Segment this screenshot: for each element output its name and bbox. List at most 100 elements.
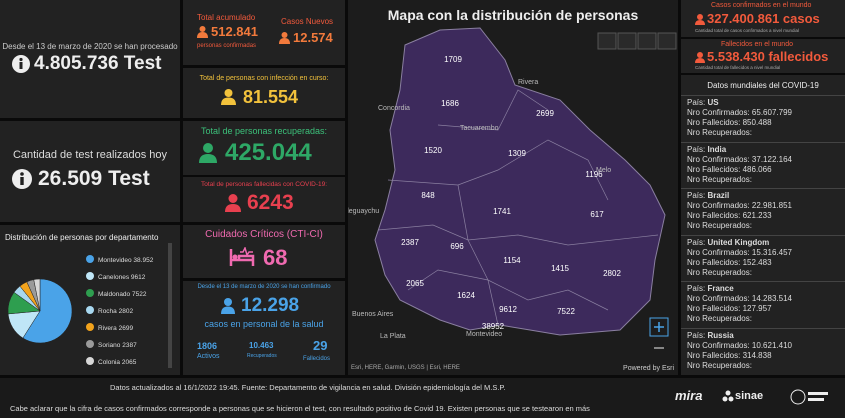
border bbox=[387, 139, 609, 201]
department-count: 1196 bbox=[585, 170, 603, 179]
row-value: 314.838 bbox=[742, 350, 772, 360]
department-count: 696 bbox=[450, 242, 464, 251]
row-label: Nro Fallecidos: bbox=[687, 211, 741, 220]
map: 1709 1686 2699 1520 1309 1196 848 1741 617 2387 69… bbox=[348, 27, 677, 349]
value: 81.554 bbox=[243, 87, 299, 107]
person-icon bbox=[197, 26, 208, 38]
border bbox=[407, 269, 609, 311]
person-icon bbox=[695, 52, 705, 63]
legend-value: 9612 bbox=[131, 274, 146, 281]
active-label: Activos bbox=[197, 353, 220, 360]
row-value: 127.957 bbox=[742, 304, 772, 313]
row-label: Nro Fallecidos: bbox=[687, 257, 741, 267]
entry-row: Nro Confirmados: 37.122.164 bbox=[687, 155, 839, 165]
legend-swatch bbox=[86, 323, 94, 331]
basemap-button[interactable] bbox=[657, 32, 677, 50]
entry-row: Nro Fallecidos: 314.838 bbox=[687, 351, 839, 361]
info-icon bbox=[12, 55, 30, 73]
department-count: 1624 bbox=[457, 291, 475, 300]
legend-name: Colonia bbox=[98, 359, 120, 366]
legend-label: Canelones 9612 bbox=[98, 274, 146, 281]
country-list: País: US Nro Confirmados: 65.607.799 Nro F… bbox=[681, 95, 845, 375]
unit: personas confirmadas bbox=[197, 43, 257, 49]
label: Total de personas fallecidas con COVID-1… bbox=[200, 181, 328, 188]
row-label: Nro Recuperados: bbox=[687, 267, 752, 277]
world-cases-panel: Casos confirmados en el mundo 327.400.86… bbox=[681, 0, 845, 37]
country-entry: País: France Nro Confirmados: 14.283.514 N… bbox=[681, 281, 845, 326]
row-value: 15.316.457 bbox=[751, 247, 792, 257]
entry-row: Nro Recuperados: bbox=[687, 268, 839, 278]
department-count: 2387 bbox=[401, 238, 419, 247]
scrollbar bbox=[168, 243, 172, 368]
row-label: Nro Recuperados: bbox=[687, 314, 752, 323]
departments-panel: Distribución de personas por departament… bbox=[0, 225, 180, 375]
country-name: Russia bbox=[707, 330, 734, 340]
entry-row: Nro Confirmados: 65.607.799 bbox=[687, 108, 839, 118]
critical-panel: Cuidados Críticos (CTI-CI) 68 bbox=[183, 225, 345, 278]
legend-swatch bbox=[86, 340, 94, 348]
world-list-panel: Datos mundiales del COVID-19 País: US Nro… bbox=[681, 75, 845, 375]
entry-row: País: US bbox=[687, 98, 839, 108]
legend-swatch bbox=[86, 289, 94, 297]
country-name: Brazil bbox=[707, 191, 730, 200]
footer: Datos actualizados al 16/1/2022 19:45. F… bbox=[0, 378, 845, 418]
row-label: Nro Recuperados: bbox=[687, 360, 752, 370]
person-icon bbox=[221, 298, 235, 314]
legend-name: Montevideo bbox=[98, 257, 132, 264]
pie-slice bbox=[33, 278, 41, 312]
layers-button[interactable] bbox=[637, 32, 657, 50]
place-label: Tacuarembo bbox=[460, 125, 499, 132]
deceased-panel: Total de personas fallecidas con COVID-1… bbox=[183, 177, 345, 222]
accumulated-panel: Total acumulado 512.841 personas confirm… bbox=[183, 0, 345, 65]
row-label: País: bbox=[687, 98, 706, 107]
place-label: Melo bbox=[596, 167, 611, 174]
legend-value: 2699 bbox=[119, 325, 134, 332]
legend-label: Soriano 2387 bbox=[98, 342, 137, 349]
value: 4.805.736 Test bbox=[34, 53, 162, 74]
row-value: 65.607.799 bbox=[751, 108, 792, 117]
bed-icon bbox=[229, 247, 255, 266]
sinae-icon bbox=[722, 390, 734, 402]
value: 5.538.430 fallecidos bbox=[707, 49, 829, 64]
department-count: 1415 bbox=[551, 264, 569, 273]
place-label: Concordia bbox=[378, 105, 410, 112]
place-label: Gualeguaychu bbox=[348, 208, 379, 215]
entry-row: País: United Kingdom bbox=[687, 238, 839, 248]
row-label: Nro Confirmados: bbox=[687, 340, 750, 350]
zoom-in[interactable] bbox=[649, 317, 669, 337]
country-entry: País: Russia Nro Confirmados: 10.621.410 N… bbox=[681, 327, 845, 373]
row-value: 37.122.164 bbox=[751, 154, 792, 164]
row-label: Nro Confirmados: bbox=[687, 247, 750, 257]
attribution: Esri, HERE, Garmin, USGS | Esri, HERE bbox=[351, 365, 460, 371]
legend-value: 38.952 bbox=[133, 257, 153, 264]
caption: Desde el 13 de marzo de 2020 se han conf… bbox=[197, 284, 331, 290]
logo-mira: mira bbox=[675, 388, 703, 403]
home-button[interactable] bbox=[597, 32, 617, 50]
legend-name: Maldonado bbox=[98, 291, 131, 298]
entry-row: Nro Recuperados: bbox=[687, 221, 839, 231]
entry-row: Nro Recuperados: bbox=[687, 361, 839, 371]
legend-name: Rivera bbox=[98, 325, 117, 332]
row-value: 14.283.514 bbox=[751, 294, 792, 303]
entry-row: País: Brazil bbox=[687, 191, 839, 201]
department-count: 1686 bbox=[441, 99, 459, 108]
place-label: Buenos Aires bbox=[352, 311, 394, 318]
row-label: País: bbox=[687, 330, 706, 340]
pie-chart: Montevideo 38.952 Canelones 9612 Maldonado… bbox=[7, 243, 172, 368]
country-name: France bbox=[707, 284, 734, 293]
row-label: País: bbox=[687, 144, 706, 154]
list-button[interactable] bbox=[617, 32, 637, 50]
place-label: Rivera bbox=[518, 79, 538, 86]
row-value: 850.488 bbox=[742, 118, 772, 127]
department-count: 1520 bbox=[424, 146, 442, 155]
entry-row: Nro Confirmados: 10.621.410 bbox=[687, 341, 839, 351]
value: 327.400.861 casos bbox=[707, 11, 820, 26]
country-entry: País: India Nro Confirmados: 37.122.164 Nr… bbox=[681, 141, 845, 187]
caption: Desde el 13 de marzo de 2020 se han proc… bbox=[2, 42, 178, 51]
recovered-panel: Total de personas recuperadas: 425.044 bbox=[183, 121, 345, 175]
entry-row: Nro Fallecidos: 152.483 bbox=[687, 258, 839, 268]
row-value: 22.981.851 bbox=[751, 201, 792, 210]
department-count: 2699 bbox=[536, 109, 554, 118]
country-name: India bbox=[707, 144, 727, 154]
